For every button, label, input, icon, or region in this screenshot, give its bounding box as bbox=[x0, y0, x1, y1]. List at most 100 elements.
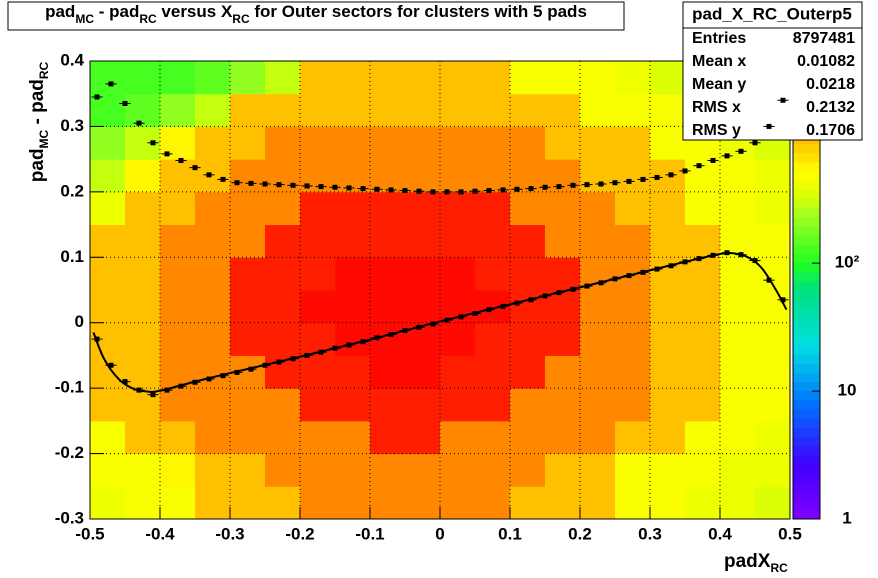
heat-cell bbox=[125, 93, 161, 127]
heat-cell bbox=[510, 93, 546, 127]
heat-cell bbox=[90, 420, 126, 455]
subscript: RC bbox=[232, 12, 250, 26]
colorbar-band bbox=[793, 500, 820, 511]
heat-cell bbox=[475, 355, 511, 389]
profile-point bbox=[332, 345, 338, 351]
heat-cell bbox=[300, 420, 336, 455]
heat-cell bbox=[370, 93, 406, 127]
heat-cell bbox=[685, 388, 721, 422]
profile-point bbox=[318, 184, 324, 190]
heat-cell bbox=[335, 388, 371, 422]
heat-cell bbox=[265, 191, 301, 226]
heat-cell bbox=[405, 224, 441, 258]
profile-point bbox=[738, 252, 744, 258]
heat-cell bbox=[650, 453, 686, 487]
heat-cell bbox=[195, 61, 231, 95]
colorbar-band bbox=[793, 290, 820, 300]
heat-cell bbox=[335, 224, 371, 258]
heat-cell bbox=[160, 159, 196, 193]
profile-point bbox=[234, 369, 240, 375]
colorbar-band bbox=[793, 170, 820, 181]
heat-cell bbox=[615, 486, 651, 520]
profile-point bbox=[584, 182, 590, 188]
profile-point bbox=[304, 352, 310, 358]
stats-label: RMS x bbox=[692, 99, 741, 116]
label-part: pad bbox=[45, 2, 75, 21]
heat-cell bbox=[475, 420, 511, 455]
heat-cell bbox=[300, 322, 336, 356]
profile-point bbox=[752, 258, 758, 264]
heat-cell bbox=[370, 61, 406, 95]
heat-cell bbox=[125, 290, 161, 324]
heat-cell bbox=[545, 388, 581, 422]
heat-cell bbox=[440, 486, 476, 520]
colorbar-band bbox=[793, 253, 820, 264]
profile-point bbox=[500, 303, 506, 309]
heat-cell bbox=[335, 420, 371, 455]
heat-cell bbox=[580, 290, 616, 324]
label-part: pad bbox=[27, 148, 48, 182]
heat-cell bbox=[300, 126, 336, 160]
heatmap bbox=[90, 61, 791, 520]
heat-cell bbox=[510, 290, 546, 324]
profile-point bbox=[612, 180, 618, 186]
heat-cell bbox=[615, 61, 651, 95]
heat-cell bbox=[370, 224, 406, 258]
profile-point bbox=[346, 342, 352, 348]
x-tick-label: -0.2 bbox=[285, 524, 314, 543]
heat-cell bbox=[265, 93, 301, 127]
heat-cell bbox=[755, 224, 791, 258]
heat-cell bbox=[195, 420, 231, 455]
colorbar-band bbox=[793, 189, 820, 199]
heat-cell bbox=[160, 453, 196, 487]
heat-cell bbox=[580, 159, 616, 193]
heat-cell bbox=[580, 322, 616, 356]
heat-cell bbox=[545, 61, 581, 95]
colorbar-band bbox=[793, 271, 820, 282]
profile-point bbox=[346, 185, 352, 191]
heat-cell bbox=[755, 486, 791, 520]
heat-cell bbox=[720, 388, 756, 422]
heat-cell bbox=[125, 61, 161, 95]
heat-cell bbox=[195, 322, 231, 356]
profile-point bbox=[654, 174, 660, 180]
x-tick-label: -0.3 bbox=[215, 524, 244, 543]
heat-cell bbox=[195, 93, 231, 127]
heat-cell bbox=[230, 420, 266, 455]
heat-cell bbox=[440, 257, 476, 291]
heat-cell bbox=[125, 420, 161, 455]
profile-point bbox=[430, 189, 436, 195]
heat-cell bbox=[440, 322, 476, 356]
profile-point bbox=[444, 189, 450, 195]
heat-cell bbox=[265, 453, 301, 487]
profile-point bbox=[178, 383, 184, 389]
heat-cell bbox=[615, 388, 651, 422]
heat-cell bbox=[160, 486, 196, 520]
heat-cell bbox=[510, 420, 546, 455]
heat-cell bbox=[300, 388, 336, 422]
colorbar-band bbox=[793, 491, 820, 502]
heat-cell bbox=[195, 224, 231, 258]
heat-cell bbox=[580, 486, 616, 520]
profile-point bbox=[682, 168, 688, 174]
profile-point bbox=[472, 311, 478, 317]
heat-cell bbox=[265, 322, 301, 356]
heat-cell bbox=[755, 322, 791, 356]
profile-point bbox=[94, 94, 100, 100]
colorbar-band bbox=[793, 399, 820, 410]
profile-point bbox=[780, 97, 786, 103]
heat-cell bbox=[755, 159, 791, 193]
heat-cell bbox=[720, 420, 756, 455]
profile-point bbox=[766, 277, 772, 283]
stats-value: 0.2132 bbox=[806, 99, 855, 116]
heat-cell bbox=[195, 388, 231, 422]
subscript: RC bbox=[37, 61, 51, 79]
profile-point bbox=[262, 362, 268, 368]
heat-cell bbox=[545, 93, 581, 127]
profile-point bbox=[570, 182, 576, 188]
profile-point bbox=[108, 81, 114, 87]
heat-cell bbox=[265, 420, 301, 455]
heat-cell bbox=[755, 191, 791, 226]
heat-cell bbox=[370, 257, 406, 291]
profile-point bbox=[374, 335, 380, 341]
